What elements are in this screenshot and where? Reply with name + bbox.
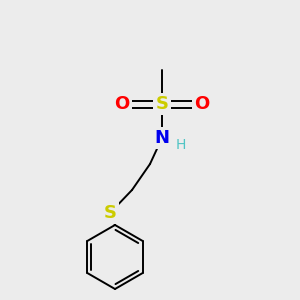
- Text: H: H: [176, 138, 186, 152]
- Text: S: S: [103, 204, 116, 222]
- Text: O: O: [114, 95, 130, 113]
- Text: O: O: [194, 95, 210, 113]
- Text: N: N: [154, 129, 169, 147]
- Text: S: S: [155, 95, 169, 113]
